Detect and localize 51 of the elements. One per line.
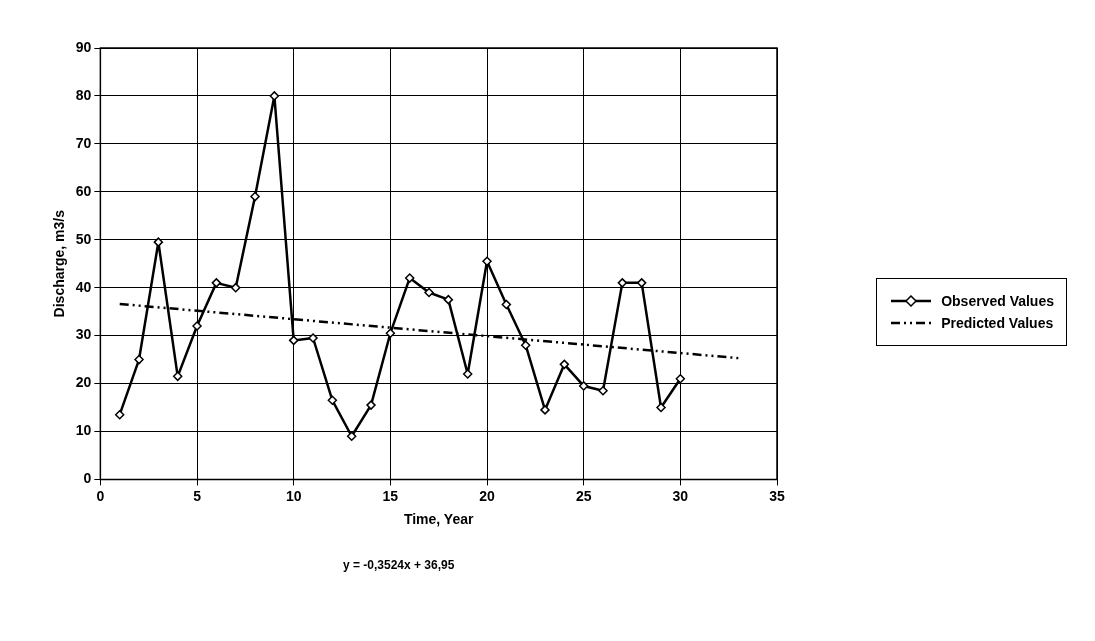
point [153,237,164,247]
point [598,385,608,396]
point [443,294,454,305]
point [327,395,338,406]
y-tick-label: 20 [75,374,92,391]
point [346,431,357,442]
point [269,91,280,101]
point [134,354,144,365]
y-tick-label: 30 [75,326,92,343]
x-tick-label: 10 [285,487,302,504]
x-tick-label: 30 [672,487,689,504]
y-tick-label: 80 [75,86,92,103]
point [675,373,686,384]
x-tick-label: 35 [769,487,785,504]
point [404,273,415,283]
legend-label: Predicted Values [941,315,1054,331]
y-tick-label: 60 [75,182,92,199]
point [540,405,550,415]
x-tick-label: 20 [479,487,496,504]
point [366,400,376,410]
point [385,328,396,338]
x-tick-label: 25 [575,487,592,504]
point [308,333,318,343]
point [424,287,434,298]
point [501,299,512,310]
point [462,369,473,379]
point [520,340,531,350]
text: y = -0,3524x + 36,95 [342,558,455,573]
point [192,321,202,331]
point [114,409,125,420]
point [250,191,260,202]
x-tick-label: 5 [193,487,202,504]
y-tick-label: 10 [75,422,92,439]
y-tick-label: 40 [75,278,92,295]
point [578,381,589,391]
point [617,278,628,288]
x-tick-label: 0 [96,487,105,504]
y-axis-title: Discharge, m3/s [51,209,68,318]
point [656,402,666,413]
y-tick-label: 0 [83,470,92,487]
point [559,359,570,370]
x-axis-title: Time, Year [403,511,474,528]
point [230,282,241,293]
point [211,278,222,288]
point [636,278,647,288]
x-tick-label: 15 [382,487,399,504]
y-tick-label: 50 [75,230,92,247]
y-tick-label: 90 [75,38,92,55]
point [288,335,299,346]
legend-label: Observed Values [941,293,1054,309]
y-tick-label: 70 [75,134,92,151]
